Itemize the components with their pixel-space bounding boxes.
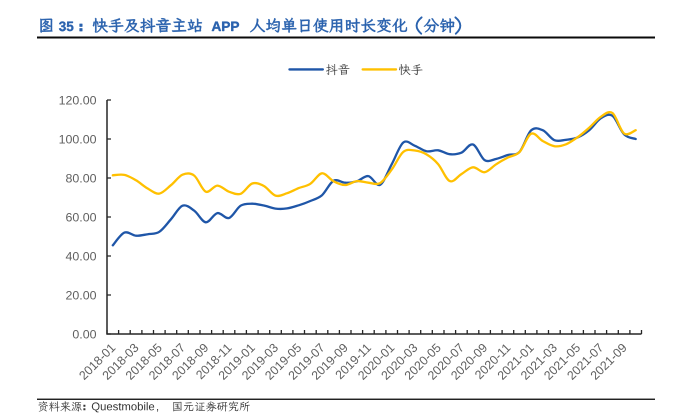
svg-text:20.00: 20.00 <box>65 289 96 303</box>
svg-text:80.00: 80.00 <box>65 172 96 186</box>
svg-text:100.00: 100.00 <box>59 133 97 147</box>
svg-text:60.00: 60.00 <box>65 211 96 225</box>
svg-text:120.00: 120.00 <box>59 94 97 108</box>
svg-text:40.00: 40.00 <box>65 250 96 264</box>
svg-text:0.00: 0.00 <box>72 328 96 342</box>
